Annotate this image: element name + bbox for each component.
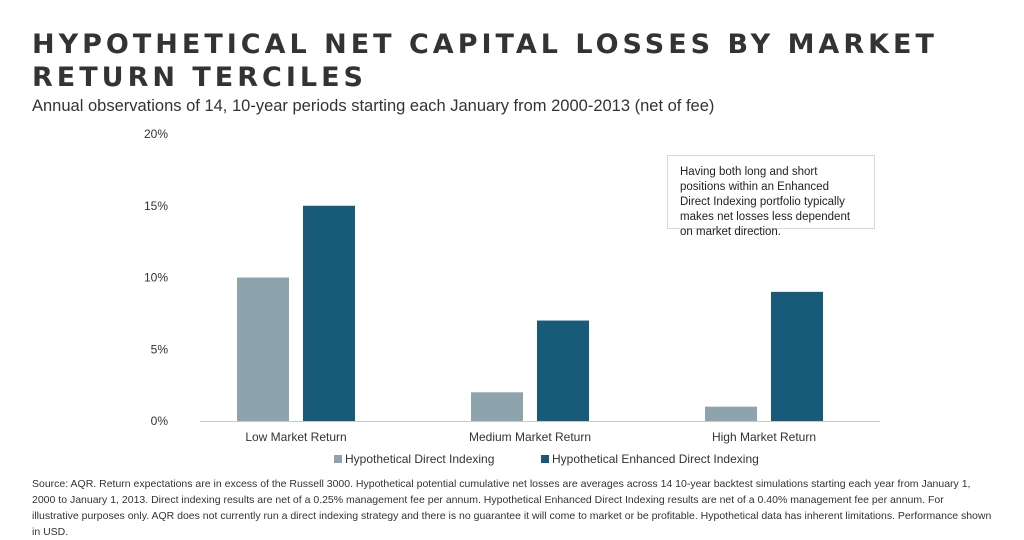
y-tick-label: 10%	[144, 271, 168, 285]
bar-enhanced-direct-indexing	[303, 205, 355, 421]
bar-enhanced-direct-indexing	[537, 320, 589, 421]
annotation-box: Having both long and short positions wit…	[667, 155, 875, 238]
y-tick-label: 0%	[151, 414, 169, 428]
legend-swatch-direct-indexing	[334, 455, 342, 463]
title-line-2: RETURN TERCILES	[32, 62, 367, 93]
legend-label: Hypothetical Direct Indexing	[345, 452, 494, 466]
legend-label: Hypothetical Enhanced Direct Indexing	[552, 452, 759, 466]
x-tick-label: Medium Market Return	[469, 430, 591, 444]
chart-title: HYPOTHETICAL NET CAPITAL LOSSES BY MARKE…	[32, 28, 992, 94]
bar-direct-indexing	[471, 392, 523, 421]
chart-subtitle: Annual observations of 14, 10-year perio…	[32, 97, 715, 115]
bar-direct-indexing	[237, 277, 289, 421]
x-tick-label: Low Market Return	[245, 430, 346, 444]
y-tick-label: 5%	[151, 342, 169, 356]
y-tick-label: 20%	[144, 127, 168, 141]
title-line-1: HYPOTHETICAL NET CAPITAL LOSSES BY MARKE…	[32, 29, 938, 60]
x-tick-label: High Market Return	[712, 430, 816, 444]
source-footnote: Source: AQR. Return expectations are in …	[32, 478, 992, 538]
bar-enhanced-direct-indexing	[771, 291, 823, 421]
legend-swatch-enhanced-direct-indexing	[541, 455, 549, 463]
bar-direct-indexing	[705, 406, 757, 421]
y-tick-label: 15%	[144, 199, 168, 213]
